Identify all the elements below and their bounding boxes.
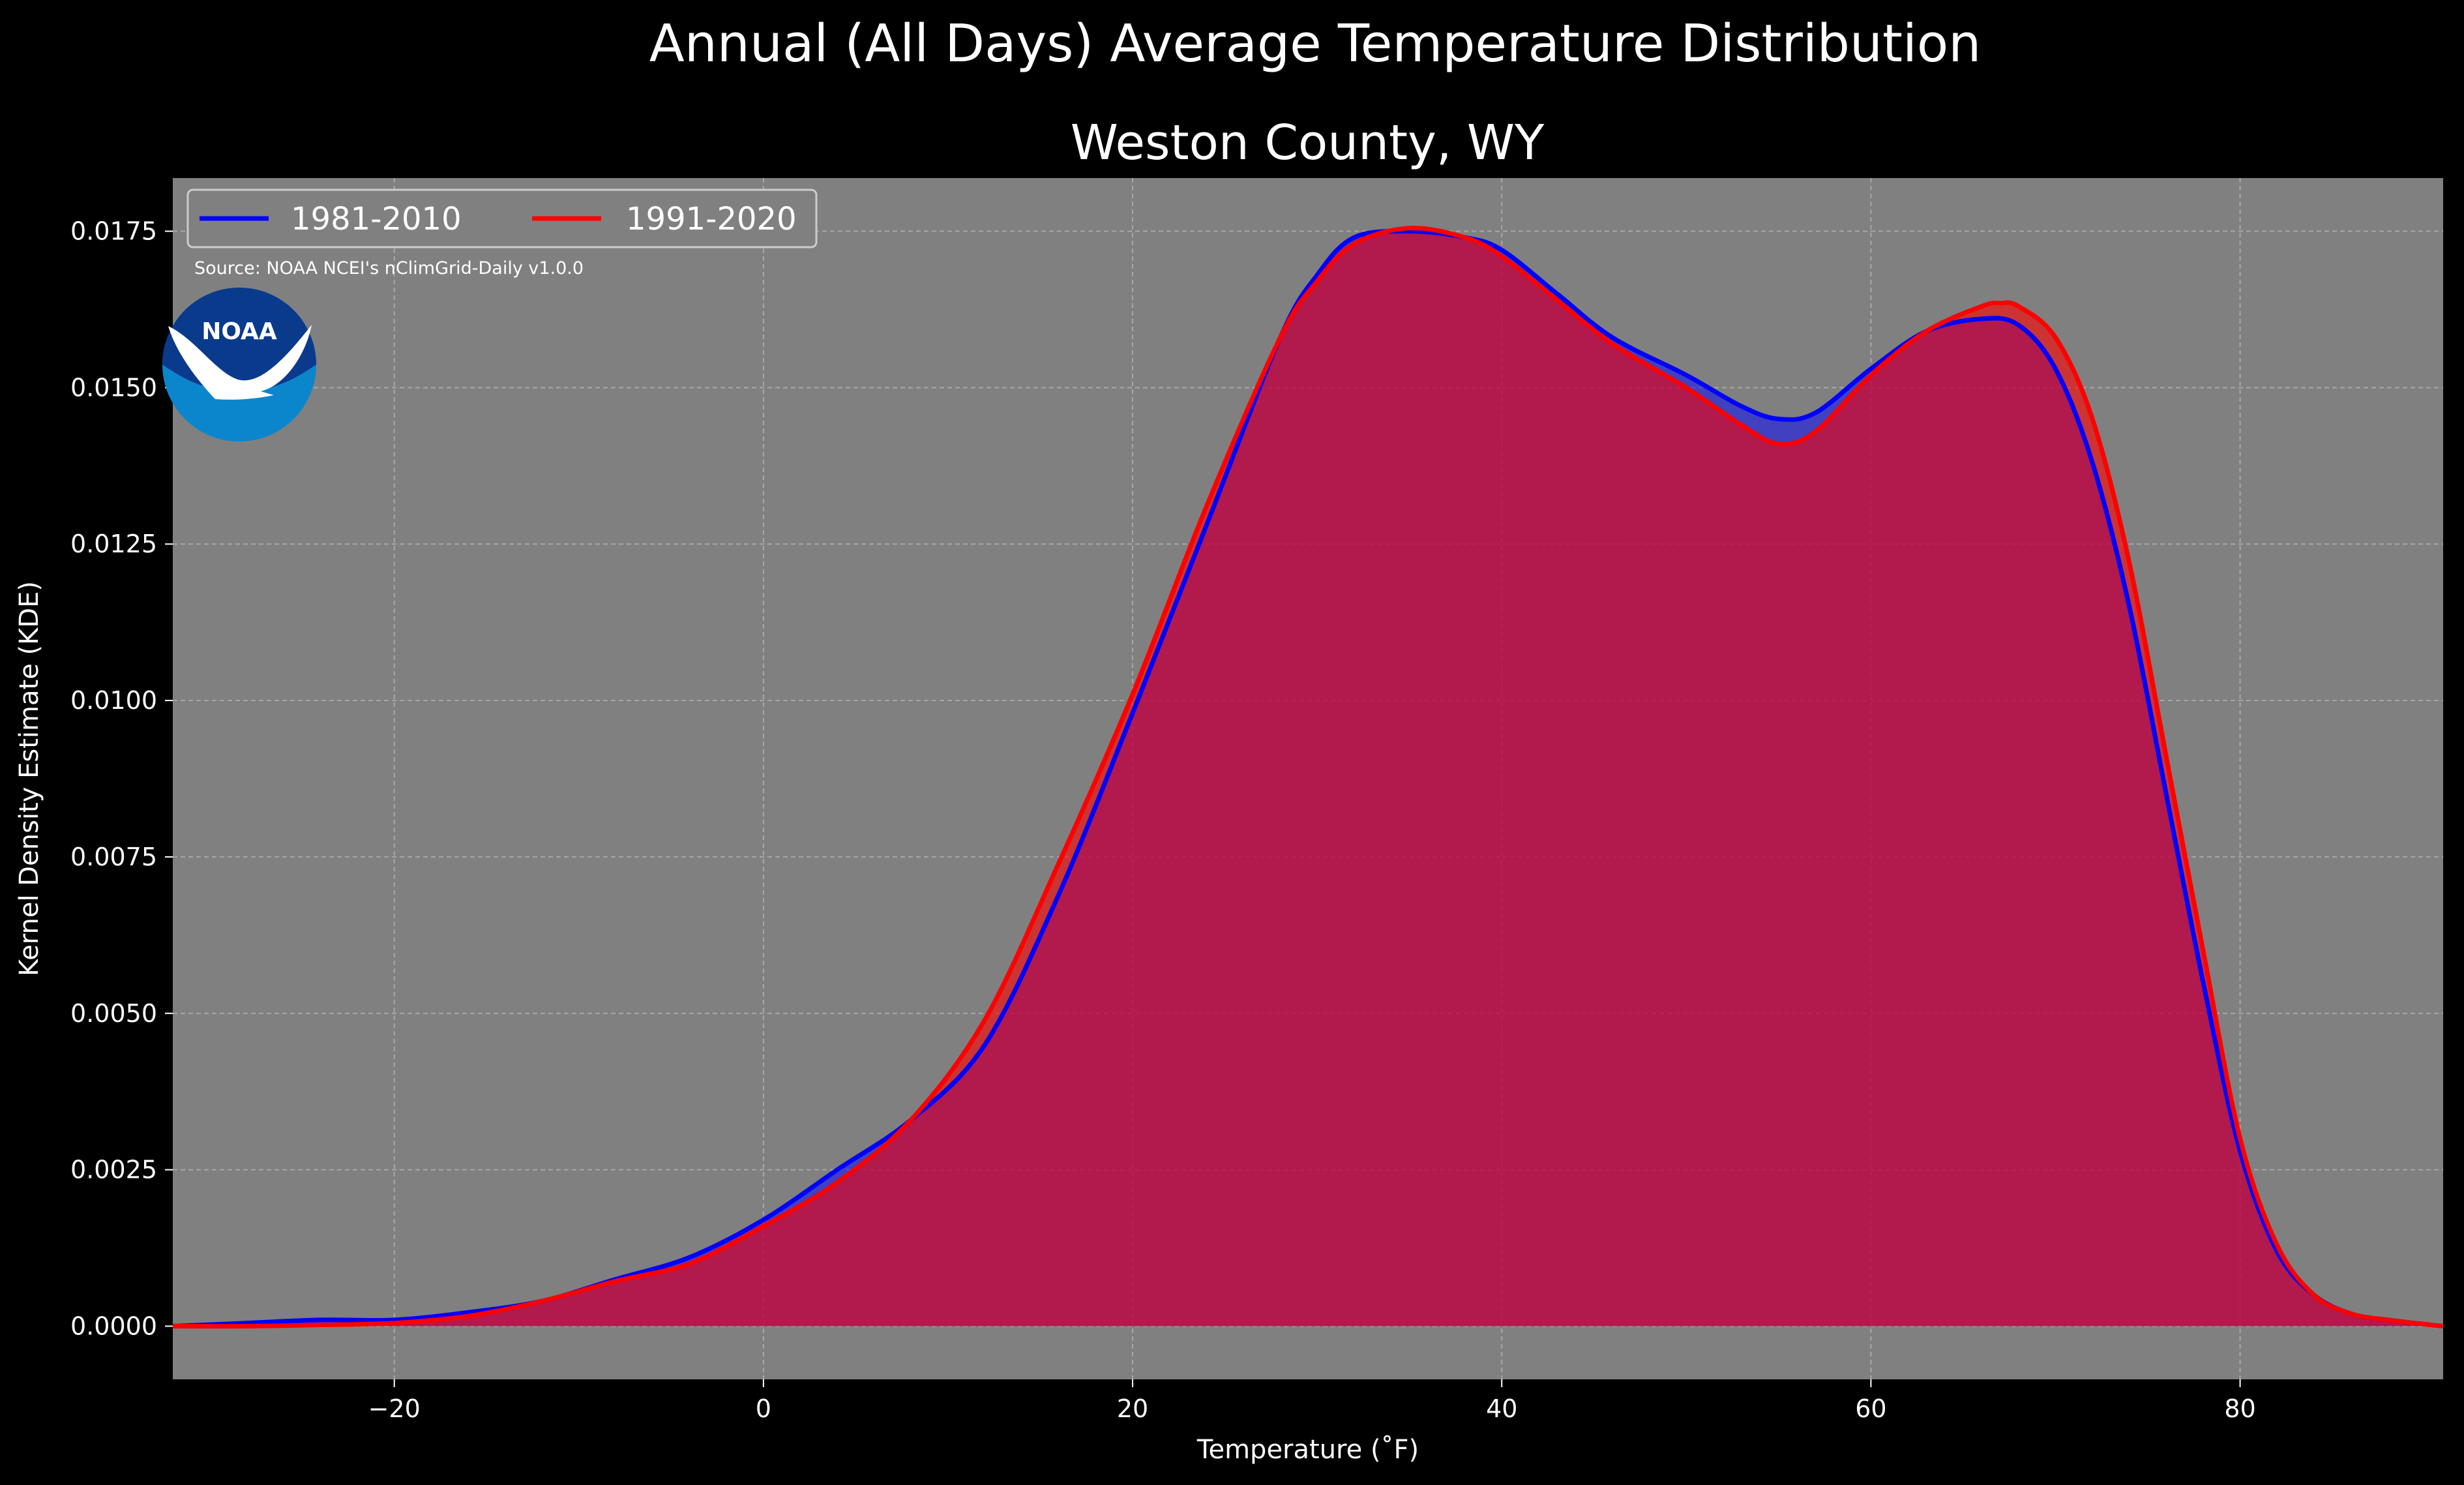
series-line-1991-2020 [173,226,2443,1329]
noaa-logo-bird [168,325,312,400]
source-note: Source: NOAA NCEI's nClimGrid-Daily v1.0… [194,258,584,278]
noaa-logo-text: NOAA [201,318,277,345]
y-tick-label: 0.0000 [70,1312,157,1340]
series-line-1981-2010 [173,228,2443,1328]
x-tick-label: 60 [1855,1394,1886,1423]
chart-suptitle: Annual (All Days) Average Temperature Di… [649,14,1982,74]
x-tick-label: 20 [1117,1394,1148,1423]
x-tick-label: −20 [368,1394,421,1423]
y-tick-label: 0.0100 [70,686,157,715]
y-tick-label: 0.0175 [70,217,157,246]
x-tick-label: 0 [756,1394,771,1423]
x-tick-label: 80 [2224,1394,2255,1423]
y-tick-label: 0.0025 [70,1156,157,1184]
y-tick-label: 0.0150 [70,373,157,402]
axis-ticks: −20 0 20 40 60 80 0.0000 0.0025 0.0050 0.0075 0.01… [70,217,2256,1423]
x-tick-label: 40 [1486,1394,1517,1423]
noaa-logo: NOAA [162,288,316,442]
legend-label-1981-2010: 1981-2010 [291,201,462,237]
series-layer [173,226,2443,1329]
legend: 1981-2010 1991-2020 [186,188,818,248]
x-axis-label: Temperature (˚F) [1196,1435,1419,1465]
y-tick-label: 0.0050 [70,999,157,1028]
legend-label-1991-2020: 1991-2020 [626,201,797,237]
chart-title: Weston County, WY [1071,115,1545,171]
legend-frame [186,188,818,248]
y-tick-label: 0.0125 [70,530,157,558]
series-area-1991-2020 [173,228,2443,1327]
y-tick-label: 0.0075 [70,843,157,871]
y-axis-label: Kernel Density Estimate (KDE) [14,581,44,976]
